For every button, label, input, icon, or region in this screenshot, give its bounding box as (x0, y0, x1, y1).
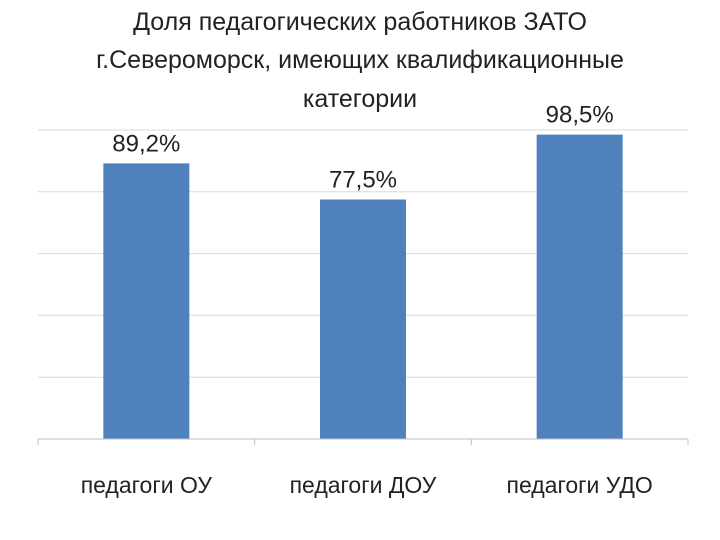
x-tick-label: педагоги УДО (507, 472, 653, 498)
x-tick-label: педагоги ДОУ (290, 472, 437, 498)
title-line-2: г.Североморск, имеющих квалификационные (96, 46, 624, 74)
bar (536, 134, 623, 439)
x-tick-label: педагоги ОУ (81, 472, 213, 498)
bar (320, 199, 406, 439)
bar (103, 163, 190, 439)
title-line-3: категории (303, 85, 417, 113)
x-tick-labels: педагоги ОУ педагоги ДОУ педагоги УДО (37, 439, 689, 498)
data-labels: 89,2% 77,5% 98,5% (112, 102, 613, 194)
data-label: 89,2% (112, 130, 180, 157)
data-label: 98,5% (546, 102, 614, 129)
title-line-1: Доля педагогических работников ЗАТО (133, 8, 587, 36)
bars (103, 134, 623, 439)
chart-title: Доля педагогических работников ЗАТО г.Се… (96, 8, 624, 113)
data-label: 77,5% (329, 167, 397, 194)
